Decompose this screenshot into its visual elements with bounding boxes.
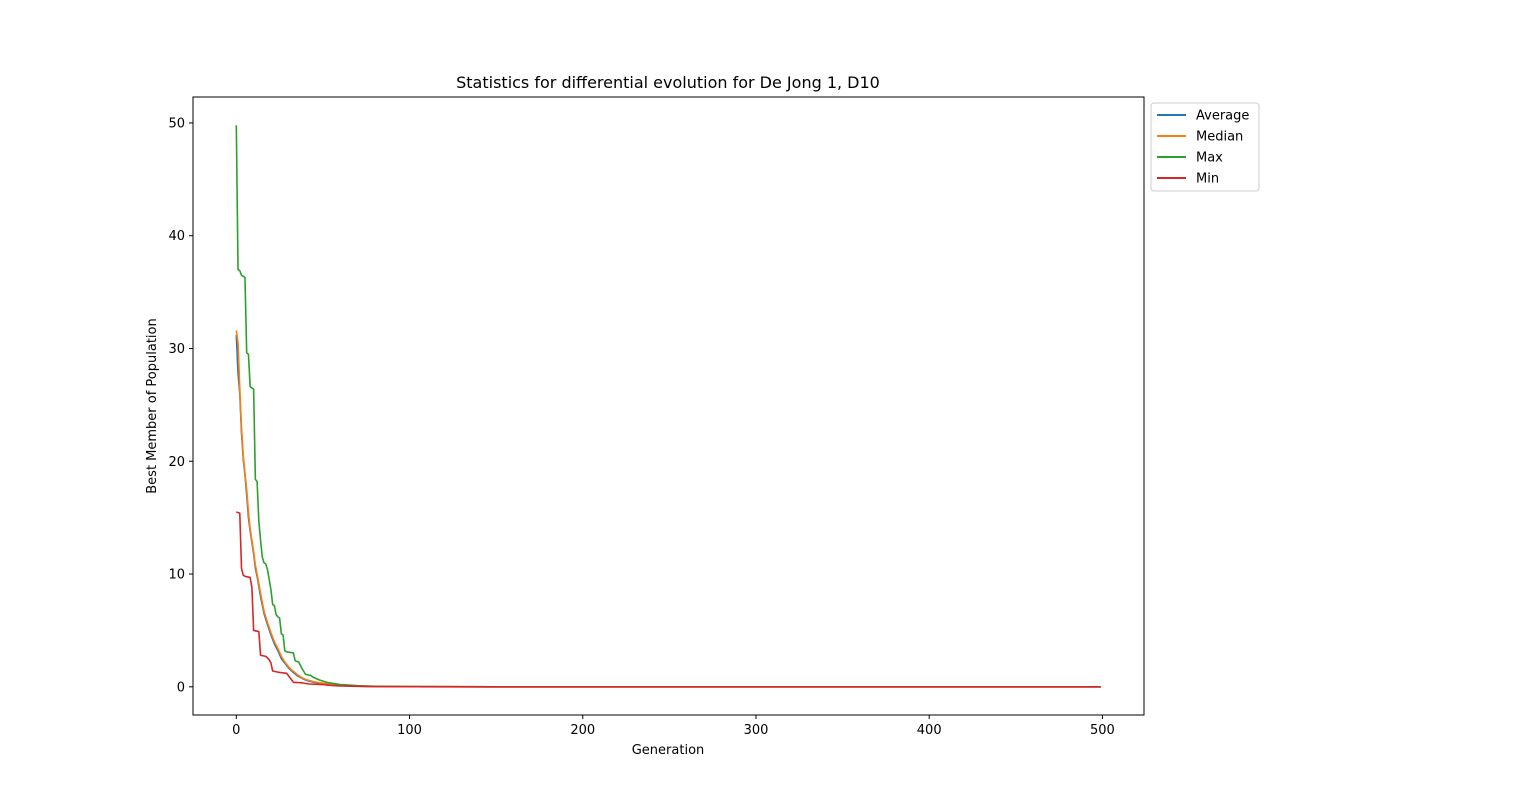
x-tick-label: 100: [397, 723, 422, 738]
y-tick-label: 20: [168, 455, 185, 470]
x-axis-label: Generation: [632, 743, 705, 758]
series-line-median: [235, 330, 1101, 688]
x-tick-label: 0: [232, 723, 240, 738]
legend-item-median: Median: [1157, 130, 1243, 145]
x-axis-ticks: 0 100 200 300 400 500: [232, 715, 1115, 738]
y-tick-label: 10: [168, 568, 185, 583]
x-tick-label: 500: [1090, 723, 1115, 738]
x-tick-label: 200: [570, 723, 595, 738]
series-line-min: [236, 511, 1101, 688]
y-tick-label: 50: [168, 116, 185, 131]
y-tick-label: 40: [168, 229, 185, 244]
plot-area-frame: [192, 96, 1145, 716]
legend-box: [1150, 102, 1260, 192]
series-line-average: [235, 334, 1101, 688]
legend-label: Min: [1196, 172, 1219, 187]
legend-label: Max: [1196, 151, 1223, 166]
y-tick-label: 30: [168, 342, 185, 357]
x-tick-label: 400: [917, 723, 942, 738]
legend-entries: Average Median Max Min: [1157, 109, 1249, 187]
plot-series: [235, 125, 1101, 688]
y-axis-ticks: 0 10 20 30 40 50: [168, 116, 193, 695]
y-tick-label: 0: [177, 680, 185, 695]
y-axis-label: Best Member of Population: [145, 318, 160, 494]
legend-label: Average: [1196, 109, 1249, 124]
legend-item-min: Min: [1157, 172, 1219, 187]
legend-label: Median: [1196, 130, 1243, 145]
chart-title: Statistics for differential evolution fo…: [456, 73, 880, 92]
legend-item-average: Average: [1157, 109, 1249, 124]
legend-item-max: Max: [1157, 151, 1223, 166]
series-line-max: [235, 125, 1101, 688]
x-tick-label: 300: [744, 723, 769, 738]
legend: Average Median Max Min: [1150, 102, 1260, 192]
